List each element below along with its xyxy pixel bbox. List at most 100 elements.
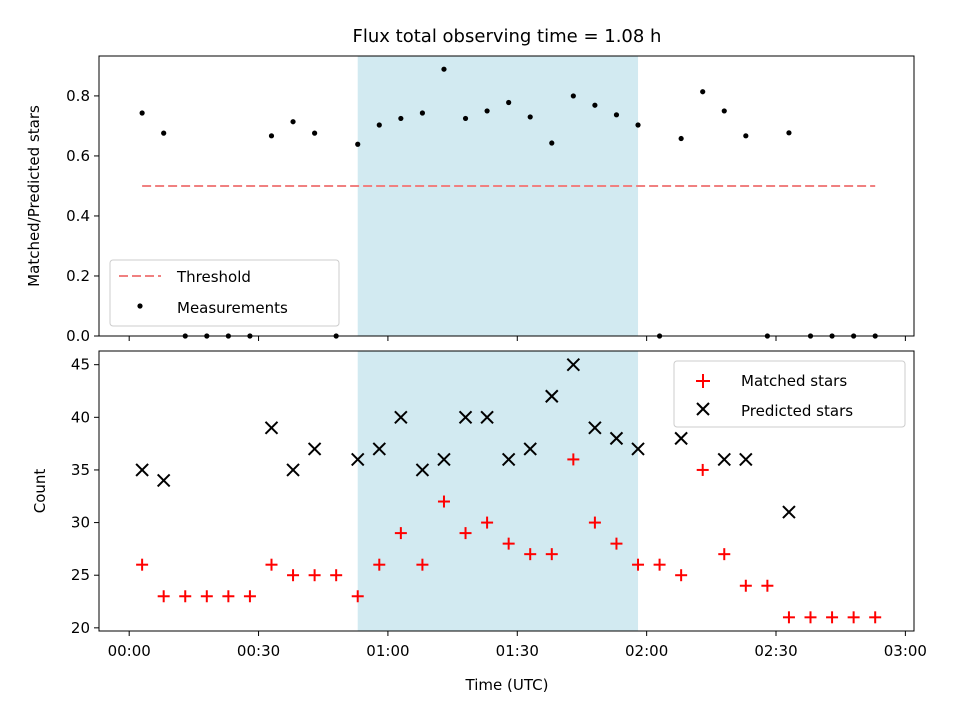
top-panel: 0.00.20.40.60.8 Matched/Predicted stars …	[25, 55, 915, 345]
bottom-panel: 20 25 30 35 40 45 00:00 00:30 01:00 01:30 02:00 02…	[31, 350, 927, 694]
matched-star-point	[416, 558, 429, 571]
matched-star-point	[481, 516, 494, 529]
predicted-star-point	[156, 473, 171, 488]
predicted-star-point	[480, 410, 494, 425]
measurement-point	[290, 119, 296, 125]
measurement-point	[592, 102, 598, 108]
matched-star-point	[330, 569, 343, 582]
matched-star-point	[782, 611, 795, 624]
y-tick-label: 35	[71, 461, 90, 479]
predicted-star-point	[782, 505, 796, 519]
measurement-point	[743, 133, 749, 139]
measurement-point	[721, 108, 727, 114]
matched-star-point	[804, 611, 817, 624]
predicted-star-point	[674, 431, 688, 446]
measurement-point	[462, 115, 469, 122]
predicted-star-point	[264, 421, 279, 435]
top-axes-frame	[98, 55, 915, 337]
y-tick-label: 0.0	[66, 327, 90, 345]
legend-threshold-label: Threshold	[176, 268, 251, 286]
x-tick-label: 02:30	[754, 642, 797, 660]
x-tick-label: 03:00	[884, 642, 927, 660]
predicted-star-point	[523, 442, 537, 456]
measurement-point	[700, 89, 706, 95]
measurement-point	[398, 115, 404, 122]
predicted-star-point	[609, 431, 624, 446]
measurement-point	[678, 135, 684, 142]
matched-star-point	[610, 537, 623, 550]
matched-star-point	[632, 558, 645, 571]
matched-star-point	[437, 495, 450, 508]
x-tick-label: 01:30	[496, 642, 539, 660]
legend-predicted-marker	[696, 402, 710, 416]
measurement-point	[419, 110, 426, 116]
matched-star-point	[761, 579, 774, 592]
matched-star-point	[179, 590, 192, 603]
measurement-point	[786, 130, 792, 136]
legend-predicted-label: Predicted stars	[741, 402, 853, 420]
bottom-y-axis-label: Count	[31, 469, 49, 514]
matched-star-point	[308, 569, 321, 582]
legend-matched-marker	[696, 374, 710, 388]
matched-star-point	[502, 537, 515, 550]
measurement-point	[139, 110, 145, 116]
x-tick-label: 00:30	[237, 642, 280, 660]
predicted-star-point	[545, 389, 559, 403]
predicted-star-point	[566, 357, 581, 372]
y-tick-label: 0.6	[66, 147, 90, 165]
matched-star-point	[459, 527, 472, 540]
y-tick-label: 45	[71, 356, 90, 374]
measurement-point	[613, 112, 620, 118]
measurement-point	[527, 114, 533, 120]
matched-star-point	[718, 548, 731, 561]
y-tick-label: 25	[71, 566, 90, 584]
measurement-point	[549, 140, 555, 146]
matched-star-point	[847, 611, 860, 624]
matched-star-point	[394, 527, 407, 540]
matched-star-point	[136, 558, 149, 571]
predicted-star-point	[394, 410, 408, 425]
matched-star-point	[524, 548, 537, 561]
measurement-point	[635, 122, 641, 128]
bottom-legend: Matched stars Predicted stars	[673, 360, 906, 428]
legend-measurements-marker	[137, 303, 143, 309]
measurement-point	[506, 99, 512, 106]
measurement-point	[484, 108, 490, 114]
matched-star-point	[265, 558, 278, 571]
matched-star-point	[567, 453, 580, 466]
matched-star-point	[588, 516, 601, 529]
matched-star-point	[545, 548, 558, 561]
predicted-star-point	[307, 442, 322, 456]
predicted-star-point	[739, 452, 753, 467]
predicted-star-point	[588, 421, 602, 435]
y-tick-label: 30	[71, 514, 90, 532]
predicted-star-point	[501, 452, 516, 467]
top-legend-box	[109, 259, 340, 327]
predicted-star-point	[372, 442, 386, 456]
y-tick-label: 40	[71, 408, 90, 426]
matched-star-point	[653, 558, 666, 571]
bottom-axes-frame	[98, 350, 915, 632]
matched-star-point	[869, 611, 882, 624]
bottom-legend-box	[673, 360, 906, 428]
predicted-star-point	[351, 452, 365, 467]
top-y-axis-label: Matched/Predicted stars	[25, 105, 43, 287]
measurement-point	[268, 133, 275, 139]
y-tick-label: 0.4	[66, 207, 90, 225]
x-tick-label: 02:00	[625, 642, 668, 660]
matched-star-point	[243, 590, 256, 603]
legend-measurements-label: Measurements	[177, 299, 288, 317]
matched-star-point	[739, 579, 752, 592]
predicted-star-point	[286, 463, 300, 477]
shaded-observing-window	[357, 351, 639, 631]
predicted-star-point	[631, 442, 645, 456]
matched-star-point	[675, 569, 688, 582]
matched-star-point	[373, 558, 386, 571]
top-legend: Threshold Measurements	[109, 259, 340, 327]
measurement-point	[570, 93, 576, 99]
measurement-point	[312, 130, 318, 136]
predicted-star-point	[415, 463, 430, 477]
shaded-observing-window	[357, 56, 639, 336]
matched-star-point	[222, 590, 235, 603]
